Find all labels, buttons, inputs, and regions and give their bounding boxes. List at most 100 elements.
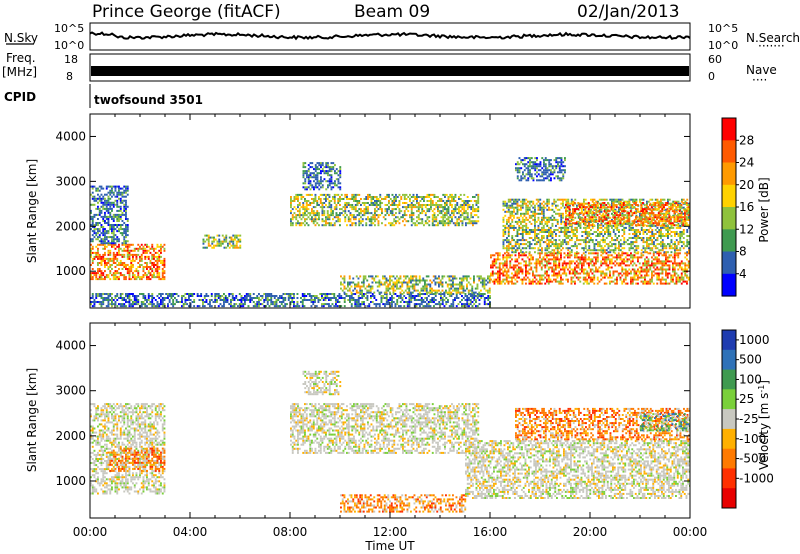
freq-label: Freq. <box>6 51 36 65</box>
region-power-7 <box>490 252 690 285</box>
colorbar-swatch <box>722 207 736 230</box>
colorbar-tick-label: -100 <box>739 432 766 446</box>
colorbar-swatch <box>722 468 736 489</box>
nave-tick-top: 60 <box>708 53 722 66</box>
freq-tick-top: 18 <box>64 53 78 66</box>
nave-dots: ···· <box>752 73 767 87</box>
colorbar-tick-label: 100 <box>739 372 762 386</box>
x-tick-label: 04:00 <box>173 525 208 539</box>
colorbar-swatch <box>722 448 736 469</box>
y-tick-label: 2000 <box>55 219 86 233</box>
x-tick-label: 12:00 <box>373 525 408 539</box>
region-velocity-2 <box>290 403 480 454</box>
colorbar-swatch <box>722 330 736 351</box>
nsearch-tick-bottom: 10^0 <box>708 39 738 52</box>
region-velocity-6 <box>515 407 690 441</box>
colorbar-tick-label: -25 <box>739 412 759 426</box>
velocity-colorbar-label: Velocity [m s-1] <box>757 380 772 470</box>
beam-label: Beam 09 <box>354 2 430 22</box>
nave-label: Nave <box>746 63 777 77</box>
power-y-ticks: 1000 2000 3000 4000 <box>55 129 690 278</box>
region-power-10 <box>515 157 566 182</box>
velocity-xlabel: Time UT <box>364 539 415 553</box>
colorbar-swatch <box>722 162 736 186</box>
region-power-3 <box>202 234 242 249</box>
date-label: 02/Jan/2013 <box>577 2 680 22</box>
y-tick-label: 4000 <box>55 129 86 143</box>
y-tick-label: 3000 <box>55 384 86 398</box>
region-power-1 <box>90 185 129 245</box>
power-colorbar: 28 24 20 16 12 8 4 <box>721 117 754 297</box>
region-velocity-3 <box>302 370 342 396</box>
colorbar-swatch <box>722 118 736 141</box>
y-tick-label: 3000 <box>55 174 86 188</box>
freq-unit: [MHz] <box>2 65 37 79</box>
colorbar-swatch <box>722 229 736 253</box>
y-tick-label: 1000 <box>55 474 86 488</box>
nsky-strip-frame <box>89 22 691 51</box>
x-tick-label: 20:00 <box>573 525 608 539</box>
colorbar-tick-label: 16 <box>739 200 754 214</box>
x-tick-label: 16:00 <box>473 525 508 539</box>
freq-tick-bottom: 8 <box>66 70 73 83</box>
colorbar-tick-label: 20 <box>739 178 754 192</box>
colorbar-tick-label: 1000 <box>739 333 770 347</box>
colorbar-tick-label: 500 <box>739 353 762 367</box>
power-ylabel: Slant Range [km] <box>25 159 39 263</box>
colorbar-swatch <box>722 428 736 450</box>
colorbar-tick-label: 8 <box>739 245 747 259</box>
region-power-6 <box>340 275 491 294</box>
region-velocity-4 <box>340 494 467 513</box>
nsearch-tick-top: 10^5 <box>708 22 738 35</box>
colorbar-tick-label: -1000 <box>739 471 774 485</box>
power-heatmap <box>90 157 690 308</box>
colorbar-swatch <box>722 389 736 410</box>
velocity-colorbar: 1000 500 100 25 -25 -100 -500 -1000 <box>721 329 774 509</box>
region-velocity-1 <box>107 447 166 472</box>
freq-strip-frame <box>89 53 691 82</box>
velocity-x-ticks: 00:00 04:00 08:00 12:00 16:00 20:00 00:00 <box>73 323 708 539</box>
y-tick-label: 2000 <box>55 429 86 443</box>
x-tick-label: 08:00 <box>273 525 308 539</box>
y-tick-label: 1000 <box>55 264 86 278</box>
colorbar-swatch <box>722 184 736 208</box>
cpid-value: twofsound 3501 <box>94 93 203 107</box>
region-power-9 <box>565 202 690 227</box>
power-colorbar-label: Power [dB] <box>757 177 771 242</box>
colorbar-tick-label: -500 <box>739 452 766 466</box>
colorbar-swatch <box>722 409 736 430</box>
velocity-heatmap <box>90 370 690 513</box>
freq-band <box>91 66 689 76</box>
colorbar-swatch <box>722 273 736 297</box>
nsky-tick-top: 10^5 <box>54 22 84 35</box>
nsky-label: N.Sky <box>4 31 38 45</box>
colorbar-tick-label: 4 <box>739 267 747 281</box>
velocity-ylabel: Slant Range [km] <box>25 368 39 472</box>
power-x-ticks <box>89 114 691 308</box>
region-velocity-5 <box>465 440 690 499</box>
cpid-label: CPID <box>4 90 36 104</box>
region-power-5 <box>302 162 342 191</box>
colorbar-swatch <box>722 369 736 390</box>
x-tick-label: 00:00 <box>673 525 708 539</box>
colorbar-tick-label: 25 <box>739 392 754 406</box>
region-power-0 <box>90 243 166 281</box>
nsearch-label: N.Search <box>746 31 800 45</box>
region-power-4 <box>290 193 480 227</box>
velocity-y-ticks: 1000 2000 3000 4000 <box>55 339 690 488</box>
nsky-tick-bottom: 10^0 <box>54 39 84 52</box>
colorbar-tick-label: 28 <box>739 133 754 147</box>
colorbar-swatch <box>722 251 736 275</box>
nsky-trace <box>89 31 691 41</box>
nave-tick-bottom: 0 <box>708 70 715 83</box>
colorbar-swatch <box>722 349 736 371</box>
colorbar-swatch <box>722 140 736 164</box>
colorbar-tick-label: 24 <box>739 156 754 170</box>
y-tick-label: 4000 <box>55 339 86 353</box>
region-power-2 <box>90 293 491 308</box>
nsearch-dots: ······· <box>758 39 785 53</box>
x-tick-label: 00:00 <box>73 525 108 539</box>
colorbar-tick-label: 12 <box>739 222 754 236</box>
station-title: Prince George (fitACF) <box>92 2 281 22</box>
